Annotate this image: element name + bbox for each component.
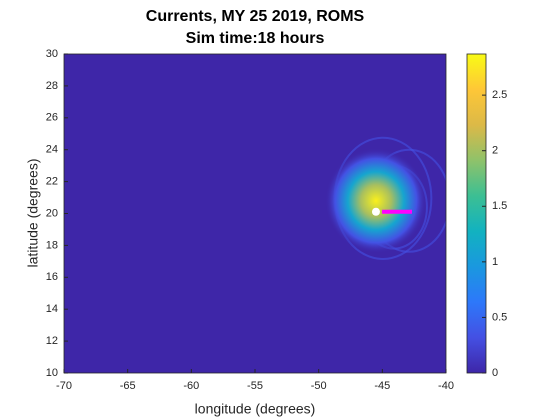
x-axis-label: longitude (degrees): [195, 401, 316, 417]
y-tick-label: 26: [46, 112, 58, 124]
colorbar-tick-label: 2.5: [492, 89, 507, 101]
chart-subtitle: Sim time:18 hours: [186, 30, 325, 47]
y-tick-label: 18: [46, 239, 58, 251]
colorbar-tick-label: 1.5: [492, 200, 507, 212]
x-tick-label: -70: [56, 380, 72, 392]
colorbar-tick-label: 1: [492, 256, 498, 268]
x-tick-label: -65: [120, 380, 136, 392]
y-tick-label: 10: [46, 367, 58, 379]
heatmap-field: [325, 136, 446, 260]
y-tick-label: 20: [46, 207, 58, 219]
y-tick-label: 24: [46, 144, 58, 156]
colorbar-tick-label: 0.5: [492, 311, 507, 323]
x-tick-label: -45: [374, 380, 390, 392]
chart-title: Currents, MY 25 2019, ROMS: [146, 8, 365, 25]
y-tick-label: 16: [46, 271, 58, 283]
x-tick-label: -60: [183, 380, 199, 392]
y-tick-label: 30: [46, 48, 58, 60]
x-tick-label: -55: [247, 380, 263, 392]
y-tick-label: 28: [46, 80, 58, 92]
position-marker: [371, 207, 380, 216]
y-axis-label: latitude (degrees): [25, 159, 41, 268]
x-tick-label: -50: [311, 380, 327, 392]
colorbar: [466, 53, 487, 374]
y-tick-label: 22: [46, 176, 58, 188]
colorbar-tick-label: 2: [492, 145, 498, 157]
y-tick-label: 14: [46, 303, 58, 315]
colorbar-tick-label: 0: [492, 367, 498, 379]
current-peak: [325, 148, 427, 254]
x-tick-label: -40: [438, 380, 454, 392]
y-tick-label: 12: [46, 335, 58, 347]
